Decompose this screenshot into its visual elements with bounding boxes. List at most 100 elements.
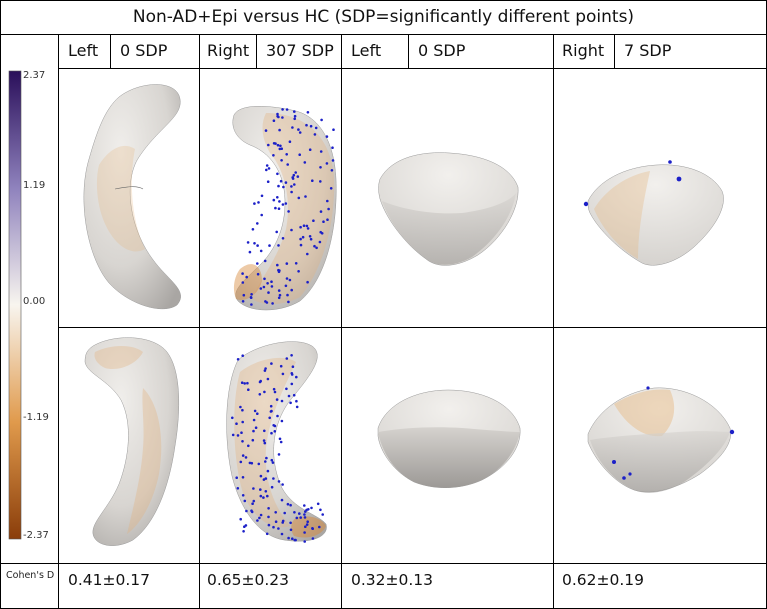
significant-point: [311, 527, 314, 530]
significant-point: [313, 133, 317, 136]
significant-point: [241, 272, 244, 275]
significant-point: [265, 301, 269, 304]
significant-point: [287, 536, 290, 540]
significant-point: [251, 228, 255, 231]
significant-point: [729, 429, 735, 435]
significant-point: [285, 153, 288, 156]
significant-point: [277, 527, 280, 530]
significant-point: [256, 244, 259, 247]
significant-point: [285, 262, 289, 265]
significant-point: [583, 201, 589, 207]
significant-point: [279, 179, 283, 183]
significant-point: [290, 185, 293, 188]
significant-point: [295, 405, 299, 409]
significant-point: [259, 513, 263, 517]
significant-point: [318, 525, 321, 529]
significant-point: [239, 405, 242, 409]
significant-point: [306, 280, 309, 284]
significant-point: [267, 515, 270, 519]
significant-point: [281, 108, 284, 111]
col1-sdp-count: 0 SDP: [120, 41, 168, 60]
significant-point: [270, 485, 274, 489]
significant-point: [301, 235, 305, 239]
significant-point: [319, 230, 322, 234]
significant-point: [293, 183, 296, 186]
significant-point: [286, 163, 289, 166]
significant-point: [281, 483, 284, 486]
significant-point: [265, 532, 269, 536]
significant-point: [325, 135, 329, 138]
significant-point: [309, 124, 313, 128]
significant-point: [241, 494, 245, 497]
significant-point: [241, 454, 245, 457]
significant-point: [305, 523, 309, 526]
significant-point: [242, 293, 246, 297]
significant-point: [280, 498, 284, 502]
significant-point: [280, 159, 283, 162]
significant-point: [303, 513, 306, 516]
significant-point: [267, 167, 271, 170]
significant-point: [267, 143, 270, 147]
significant-point: [231, 416, 234, 420]
significant-point: [248, 250, 252, 254]
figure-title: Non-AD+Epi versus HC (SDP=significantly …: [132, 7, 635, 27]
significant-point: [315, 246, 318, 250]
significant-point: [286, 502, 290, 506]
significant-point: [256, 412, 259, 415]
significant-point: [284, 202, 288, 205]
significant-point: [253, 242, 256, 245]
right-hippocampus-view-bottom: [226, 341, 327, 543]
significant-point: [318, 240, 322, 244]
significant-point: [241, 354, 244, 357]
significant-point: [313, 244, 316, 248]
col3-cohens-d-value: 0.32±0.13: [351, 571, 434, 589]
significant-point: [268, 416, 271, 420]
significant-point: [271, 461, 275, 464]
colorbar-tick-upper: 1.19: [23, 180, 46, 191]
significant-point: [294, 538, 297, 542]
significant-point: [269, 404, 273, 408]
significant-point: [311, 179, 314, 182]
significant-point: [310, 506, 313, 510]
col4-side-label: Right: [562, 41, 605, 60]
col2-side-label: Right: [207, 41, 250, 60]
significant-point: [277, 184, 280, 188]
significant-point: [243, 499, 247, 503]
significant-point: [308, 148, 312, 151]
significant-point: [280, 532, 284, 536]
row-label-cohens-d: Cohen's D: [6, 570, 55, 581]
significant-point: [321, 513, 324, 516]
colorbar-tick-min: -2.37: [23, 530, 49, 541]
significant-point: [247, 388, 250, 391]
significant-point: [299, 516, 302, 519]
significant-point: [275, 230, 278, 234]
significant-point: [298, 512, 301, 515]
significant-point: [241, 476, 245, 479]
significant-point: [622, 476, 626, 480]
significant-point: [646, 386, 650, 390]
significant-point: [290, 288, 293, 292]
significant-point: [273, 430, 277, 433]
significant-point: [263, 441, 267, 445]
significant-point: [270, 431, 273, 435]
significant-point: [272, 119, 276, 122]
significant-point: [304, 195, 307, 198]
significant-point: [241, 440, 244, 443]
significant-point: [260, 194, 264, 198]
significant-point: [271, 302, 274, 305]
significant-point: [276, 263, 279, 267]
significant-point: [257, 462, 261, 466]
significant-point: [243, 525, 246, 528]
significant-point: [297, 128, 300, 131]
significant-point: [277, 296, 281, 300]
significant-point: [262, 496, 265, 499]
significant-point: [295, 399, 298, 403]
significant-point: [281, 521, 284, 524]
significant-point: [612, 460, 616, 464]
colorbar-tick-max: 2.37: [23, 70, 46, 81]
col1-cohens-d-value: 0.41±0.17: [68, 571, 151, 589]
significant-point: [272, 198, 276, 202]
significant-point: [303, 531, 306, 534]
col3-sdp-count: 0 SDP: [418, 41, 466, 60]
significant-point: [279, 364, 283, 368]
